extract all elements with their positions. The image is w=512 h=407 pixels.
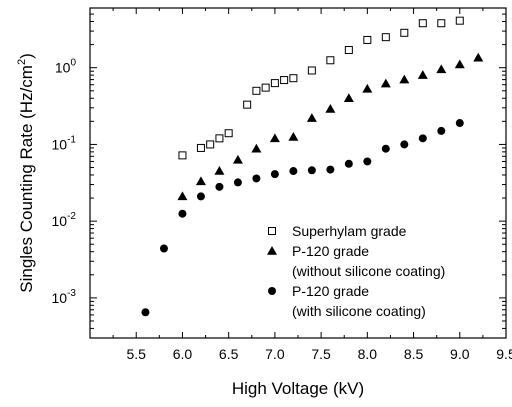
data-point	[418, 19, 427, 28]
data-point	[473, 52, 484, 62]
data-point	[252, 174, 261, 183]
legend-label: P-120 grade	[292, 283, 369, 299]
data-point	[344, 159, 353, 168]
data-point	[289, 74, 298, 83]
data-point	[280, 76, 289, 85]
data-point	[326, 165, 335, 174]
data-point	[343, 93, 354, 102]
legend-marker	[268, 227, 276, 235]
data-point	[288, 131, 299, 141]
data-point	[159, 244, 168, 253]
data-point	[215, 134, 224, 143]
data-point	[270, 79, 279, 88]
data-point	[381, 33, 390, 42]
legend-label: P-120 grade	[292, 243, 369, 259]
data-point	[344, 46, 353, 55]
legend-marker	[268, 287, 276, 295]
y-tick-label: 100	[55, 58, 77, 76]
data-point	[454, 59, 465, 69]
x-tick-label: 8.0	[358, 346, 378, 362]
data-point	[289, 167, 298, 176]
data-point	[177, 191, 188, 201]
data-point	[270, 170, 279, 179]
x-tick-label: 5.5	[126, 346, 146, 362]
data-point	[252, 86, 261, 95]
data-point	[362, 83, 373, 93]
y-axis-label: Singles Counting Rate (Hz/cm2)	[16, 53, 36, 293]
data-point	[363, 35, 372, 44]
x-tick-label: 9.0	[450, 346, 470, 362]
data-point	[418, 134, 427, 143]
x-axis-label: High Voltage (kV)	[232, 379, 364, 398]
y-axis: 10-3 10-2 10-1 100	[52, 7, 506, 339]
data-point	[325, 103, 336, 113]
x-tick-label: 9.5	[496, 346, 512, 362]
x-tick-label: 7.5	[311, 346, 331, 362]
legend-label: (without silicone coating)	[292, 263, 445, 279]
data-point	[224, 129, 233, 138]
data-point	[436, 64, 447, 74]
data-point	[437, 126, 446, 135]
data-point	[307, 66, 316, 75]
legend-label: (with silicone coating)	[292, 303, 426, 319]
legend-marker	[267, 246, 277, 255]
data-point	[178, 151, 187, 160]
y-tick-label: 10-2	[52, 211, 77, 229]
data-point	[306, 113, 317, 122]
data-point	[269, 133, 280, 143]
data-point	[437, 19, 446, 28]
data-point	[455, 16, 464, 25]
data-point	[261, 83, 270, 92]
x-tick-label: 7.0	[265, 346, 285, 362]
data-point	[233, 178, 242, 187]
data-point	[251, 143, 262, 153]
y-tick-label: 10-1	[52, 134, 77, 152]
data-point	[196, 143, 205, 152]
x-tick-label: 6.5	[219, 346, 239, 362]
data-point	[326, 56, 335, 65]
data-point	[417, 70, 428, 79]
data-point	[243, 100, 252, 109]
data-point	[400, 28, 409, 37]
data-point	[196, 192, 205, 201]
data-point	[195, 176, 206, 186]
x-tick-label: 8.5	[404, 346, 424, 362]
data-points	[141, 16, 484, 317]
x-axis: 5.5 6.0 6.5 7.0 7.5 8.0 8.5 9.0 9.5	[112, 8, 512, 362]
data-point	[380, 78, 391, 88]
data-point	[215, 182, 224, 191]
data-point	[141, 308, 150, 317]
x-tick-label: 6.0	[173, 346, 193, 362]
data-point	[214, 166, 225, 175]
data-point	[455, 119, 464, 128]
data-point	[232, 154, 243, 164]
data-point	[381, 144, 390, 153]
data-point	[307, 166, 316, 175]
legend: Superhylam grade P-120 grade (without sili…	[267, 223, 445, 319]
data-point	[206, 140, 215, 149]
data-point	[363, 157, 372, 166]
y-tick-label: 10-3	[52, 288, 77, 306]
data-point	[399, 74, 410, 84]
data-point	[400, 140, 409, 149]
data-point	[178, 209, 187, 218]
legend-label: Superhylam grade	[292, 223, 407, 239]
